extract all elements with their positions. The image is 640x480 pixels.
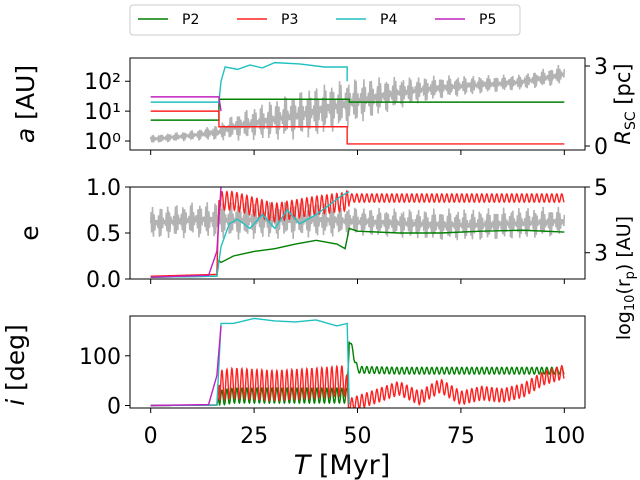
panel-1-series-p2 xyxy=(150,98,565,121)
legend-label-p3: P3 xyxy=(281,12,298,28)
legend-label-p5: P5 xyxy=(479,12,496,28)
panel-2-ytick-label: 1.0 xyxy=(86,176,121,201)
panel-1-series-p5 xyxy=(150,96,222,112)
legend-label-p4: P4 xyxy=(380,12,397,28)
legend-frame xyxy=(129,4,521,36)
panel-2-series-p2 xyxy=(150,227,565,278)
xtick-label: 100 xyxy=(543,424,585,449)
xtick-label: 25 xyxy=(240,424,268,449)
legend-label-p2: P2 xyxy=(182,12,199,28)
panel-3-plot-area xyxy=(150,317,565,408)
panel-1: 10⁰ 10¹ 10² 0 3 xyxy=(84,55,608,160)
panel-3-series-p2 xyxy=(150,341,565,407)
panel-3-series-p5 xyxy=(150,325,222,407)
panel-1-y2tick-label: 3 xyxy=(594,55,608,80)
panel-1-y2tick-label: 0 xyxy=(594,135,608,160)
panel-3: 0 100 0 25 50 75 100 xyxy=(79,315,586,449)
panel-2-plot-area xyxy=(149,187,566,278)
panel1-y2label: RSC [pc] xyxy=(611,63,639,144)
panel-2-series-p5 xyxy=(150,187,222,278)
panel-1-plot-area xyxy=(149,61,566,145)
panel-2-series-p4 xyxy=(150,190,350,278)
panel-1-ytick-label: 10¹ xyxy=(84,100,121,125)
panel-3-series-p3 xyxy=(150,364,565,408)
panel-2: 0.0 0.5 1.0 3 5 xyxy=(86,176,608,293)
panel-1-background-series xyxy=(149,65,566,144)
panel-2-y2tick-label: 3 xyxy=(594,242,608,267)
panel3-ylabel: i [deg] xyxy=(1,324,30,406)
panel-1-ytick-label: 10² xyxy=(84,70,121,95)
panel-2-ytick-label: 0.0 xyxy=(86,268,121,293)
panel-1-ytick-label: 10⁰ xyxy=(84,130,121,155)
panel2-ylabel: e xyxy=(15,225,44,240)
panel2-y2label: log10(rp) [AU] xyxy=(613,216,638,340)
xtick-label: 75 xyxy=(447,424,475,449)
x-axis-title: T [Myr] xyxy=(294,450,391,480)
panel-2-ytick-label: 0.5 xyxy=(86,222,121,247)
xtick-label: 50 xyxy=(344,424,372,449)
panel-1-series-p4 xyxy=(150,61,348,103)
panel-2-background-series xyxy=(149,201,566,241)
xtick-label: 0 xyxy=(144,424,158,449)
panel-3-ytick-label: 0 xyxy=(107,395,121,420)
panel-1-series-p3 xyxy=(150,110,565,145)
panel-3-ytick-label: 100 xyxy=(79,345,121,370)
panel-3-frame xyxy=(129,315,586,409)
panel1-ylabel: a [AU] xyxy=(11,65,40,143)
legend: P2 P3 P4 P5 xyxy=(129,4,521,36)
panel-2-y2tick-label: 5 xyxy=(594,176,608,201)
